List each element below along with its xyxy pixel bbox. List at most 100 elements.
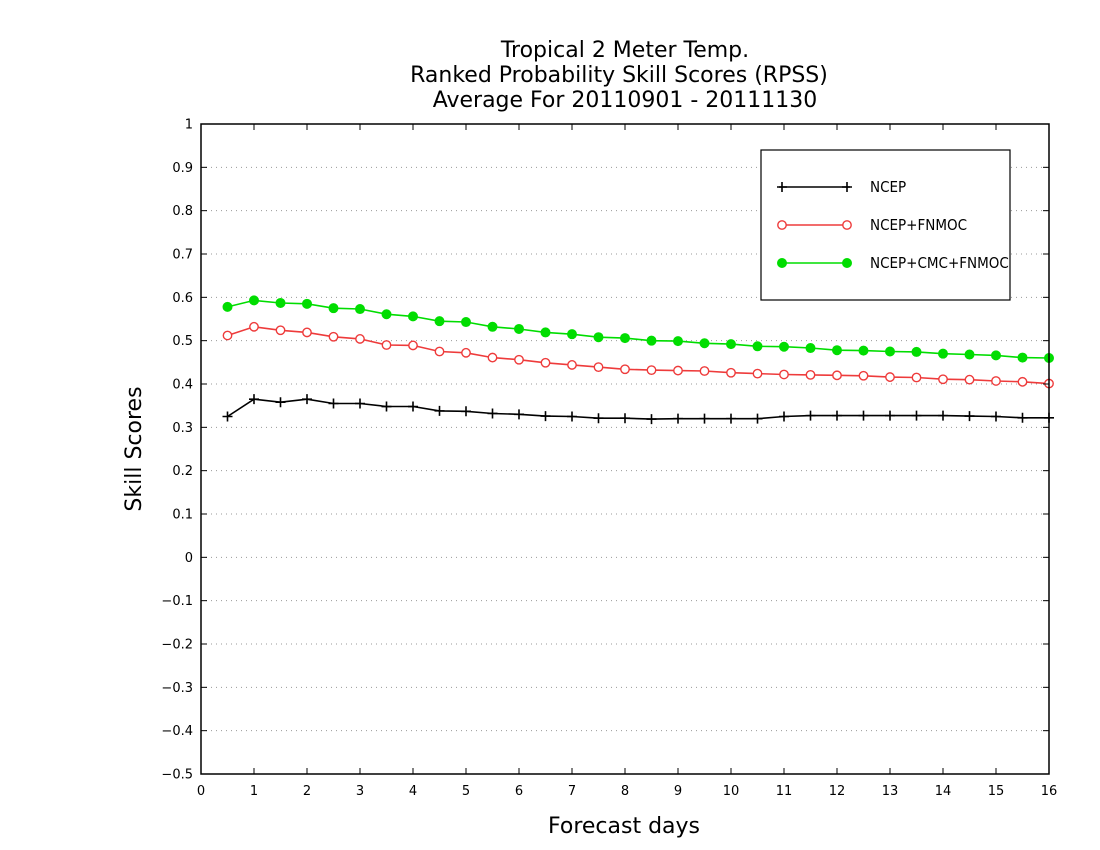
x-tick-label: 12 xyxy=(829,784,846,799)
data-point-ncep-cmc-fnmoc xyxy=(302,298,312,309)
data-point-ncep xyxy=(593,413,604,424)
data-point-ncep xyxy=(726,413,736,424)
y-tick-label: 1 xyxy=(185,118,193,133)
data-point-ncep-fnmoc xyxy=(805,369,816,380)
series-line-ncep xyxy=(227,398,1049,420)
data-point-ncep-cmc-fnmoc xyxy=(673,336,683,347)
y-tick-label: 0.3 xyxy=(172,421,193,436)
data-point-ncep-fnmoc xyxy=(938,374,948,385)
y-tick-label: 0 xyxy=(185,551,193,566)
data-point-ncep-fnmoc xyxy=(620,364,630,375)
data-point-ncep-cmc-fnmoc xyxy=(885,346,895,357)
data-point-ncep-fnmoc xyxy=(911,372,922,383)
data-point-ncep-fnmoc xyxy=(779,369,789,380)
legend-marker-ncep xyxy=(842,182,852,192)
data-point-ncep-cmc-fnmoc xyxy=(275,297,286,308)
data-point-ncep-fnmoc xyxy=(646,365,657,376)
data-point-ncep-cmc-fnmoc xyxy=(964,349,975,360)
data-point-ncep-fnmoc xyxy=(858,370,869,381)
data-point-ncep xyxy=(249,394,259,405)
data-point-ncep-fnmoc xyxy=(514,354,524,365)
data-point-ncep-fnmoc xyxy=(885,372,895,382)
x-tick-label: 4 xyxy=(409,784,417,799)
legend-marker-ncep-fnmoc xyxy=(842,220,852,230)
data-point-ncep-fnmoc xyxy=(832,370,842,381)
legend-label-ncep-cmc-fnmoc: NCEP+CMC+FNMOC xyxy=(870,254,1009,272)
data-point-ncep xyxy=(885,410,895,421)
data-point-ncep xyxy=(752,413,763,424)
x-tick-label: 15 xyxy=(988,784,1005,799)
data-point-ncep-cmc-fnmoc xyxy=(381,309,392,320)
legend-marker-ncep xyxy=(777,182,787,192)
title-line-1: Tropical 2 Meter Temp. xyxy=(500,38,749,63)
data-point-ncep-cmc-fnmoc xyxy=(938,348,948,359)
data-point-ncep-cmc-fnmoc xyxy=(355,304,365,315)
x-tick-label: 2 xyxy=(303,784,311,799)
y-axis-label: Skill Scores xyxy=(122,386,147,511)
series-lines xyxy=(222,295,1054,425)
data-point-ncep-cmc-fnmoc xyxy=(567,329,577,340)
data-point-ncep-fnmoc xyxy=(1017,376,1028,387)
y-tick-label: −0.3 xyxy=(161,681,193,696)
data-point-ncep-fnmoc xyxy=(726,367,736,378)
data-point-ncep-cmc-fnmoc xyxy=(832,345,842,356)
data-point-ncep-cmc-fnmoc xyxy=(487,321,498,332)
y-tick-label: −0.4 xyxy=(161,724,193,739)
series-line-ncep-cmc-fnmoc xyxy=(227,299,1050,359)
legend-marker-ncep-cmc-fnmoc xyxy=(777,258,787,268)
data-point-ncep-cmc-fnmoc xyxy=(752,341,763,352)
x-tick-label: 16 xyxy=(1041,784,1058,799)
data-point-ncep-cmc-fnmoc xyxy=(726,339,736,350)
data-point-ncep-fnmoc xyxy=(964,374,975,385)
legend-label-ncep: NCEP xyxy=(870,178,906,196)
data-point-ncep-cmc-fnmoc xyxy=(805,343,816,354)
data-point-ncep-fnmoc xyxy=(699,366,710,376)
y-tick-label: 0.7 xyxy=(172,248,193,263)
data-point-ncep-cmc-fnmoc xyxy=(699,338,710,349)
x-tick-label: 11 xyxy=(776,784,793,799)
y-tick-label: 0.4 xyxy=(172,378,193,393)
data-point-ncep-fnmoc xyxy=(222,330,233,341)
data-point-ncep-cmc-fnmoc xyxy=(328,303,339,314)
data-point-ncep-cmc-fnmoc xyxy=(461,317,471,328)
data-point-ncep-fnmoc xyxy=(567,360,577,370)
data-point-ncep-cmc-fnmoc xyxy=(514,323,524,334)
data-point-ncep-fnmoc xyxy=(991,376,1001,386)
x-tick-label: 1 xyxy=(250,784,258,799)
x-tick-label: 5 xyxy=(462,784,470,799)
data-point-ncep-cmc-fnmoc xyxy=(646,335,657,346)
title-line-2: Ranked Probability Skill Scores (RPSS) xyxy=(410,63,828,88)
data-point-ncep xyxy=(408,401,418,412)
chart-title: Tropical 2 Meter Temp. Ranked Probabilit… xyxy=(410,38,828,113)
y-tick-label: 0.9 xyxy=(172,161,193,176)
data-point-ncep xyxy=(275,397,286,408)
y-tick-label: 0.2 xyxy=(172,464,193,479)
data-point-ncep-cmc-fnmoc xyxy=(1017,352,1028,363)
data-point-ncep xyxy=(461,406,471,417)
data-point-ncep xyxy=(434,405,445,416)
data-point-ncep xyxy=(832,410,842,421)
data-point-ncep-cmc-fnmoc xyxy=(779,341,789,352)
data-point-ncep-cmc-fnmoc xyxy=(222,301,233,312)
data-point-ncep-cmc-fnmoc xyxy=(620,333,630,344)
data-point-ncep xyxy=(673,413,683,424)
data-point-ncep-cmc-fnmoc xyxy=(249,295,259,306)
legend-label-ncep-fnmoc: NCEP+FNMOC xyxy=(870,216,967,234)
legend-marker-ncep-cmc-fnmoc xyxy=(842,258,852,268)
data-point-ncep xyxy=(487,408,498,419)
data-point-ncep xyxy=(355,398,365,409)
data-point-ncep-fnmoc xyxy=(249,321,259,332)
data-point-ncep xyxy=(964,411,975,422)
data-point-ncep-fnmoc xyxy=(275,325,286,336)
data-point-ncep xyxy=(540,411,551,422)
data-point-ncep xyxy=(514,409,524,420)
title-line-3: Average For 20110901 - 20111130 xyxy=(433,88,818,113)
data-point-ncep-fnmoc xyxy=(328,331,339,342)
data-point-ncep xyxy=(222,411,233,422)
data-point-ncep xyxy=(328,398,339,409)
y-tick-label: −0.5 xyxy=(161,768,193,783)
data-point-ncep xyxy=(381,401,392,412)
x-axis-label: Forecast days xyxy=(548,814,700,839)
data-point-ncep-fnmoc xyxy=(540,357,551,368)
